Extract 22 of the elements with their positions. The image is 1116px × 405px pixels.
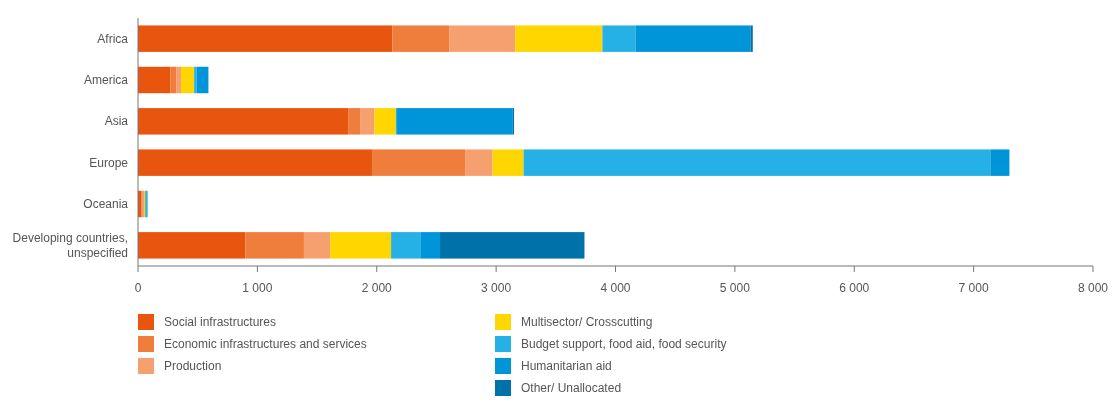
x-tick-label: 5 000 xyxy=(719,281,751,295)
x-tick-label: 7 000 xyxy=(958,281,989,295)
y-tick-label: Europe xyxy=(89,155,129,170)
x-tick-label: 3 000 xyxy=(481,281,512,295)
legend-label: Humanitarian aid xyxy=(521,359,612,373)
x-tick-label: 6 000 xyxy=(839,281,870,295)
x-tick-label: 2 000 xyxy=(361,281,393,295)
legend-label: Social infrastructures xyxy=(164,315,277,329)
legend-label: Economic infrastructures and services xyxy=(164,337,367,351)
y-tick-label: Oceania xyxy=(83,197,129,211)
x-tick-label: 0 xyxy=(134,281,142,295)
y-tick-label: America xyxy=(83,73,129,87)
x-tick-label: 8 000 xyxy=(1077,281,1109,295)
x-tick-label: 1 000 xyxy=(242,281,273,295)
legend-label: Multisector/ Crosscutting xyxy=(521,315,653,329)
legend-label: Budget support, food aid, food security xyxy=(521,337,727,351)
legend-label: Other/ Unallocated xyxy=(521,381,622,395)
y-tick-label: Africa xyxy=(97,31,129,46)
x-tick-label: 4 000 xyxy=(600,281,631,295)
y-tick-label: Developing countries, unspecified xyxy=(12,230,128,260)
y-tick-label: Asia xyxy=(104,114,129,129)
legend-label: Production xyxy=(164,359,222,373)
